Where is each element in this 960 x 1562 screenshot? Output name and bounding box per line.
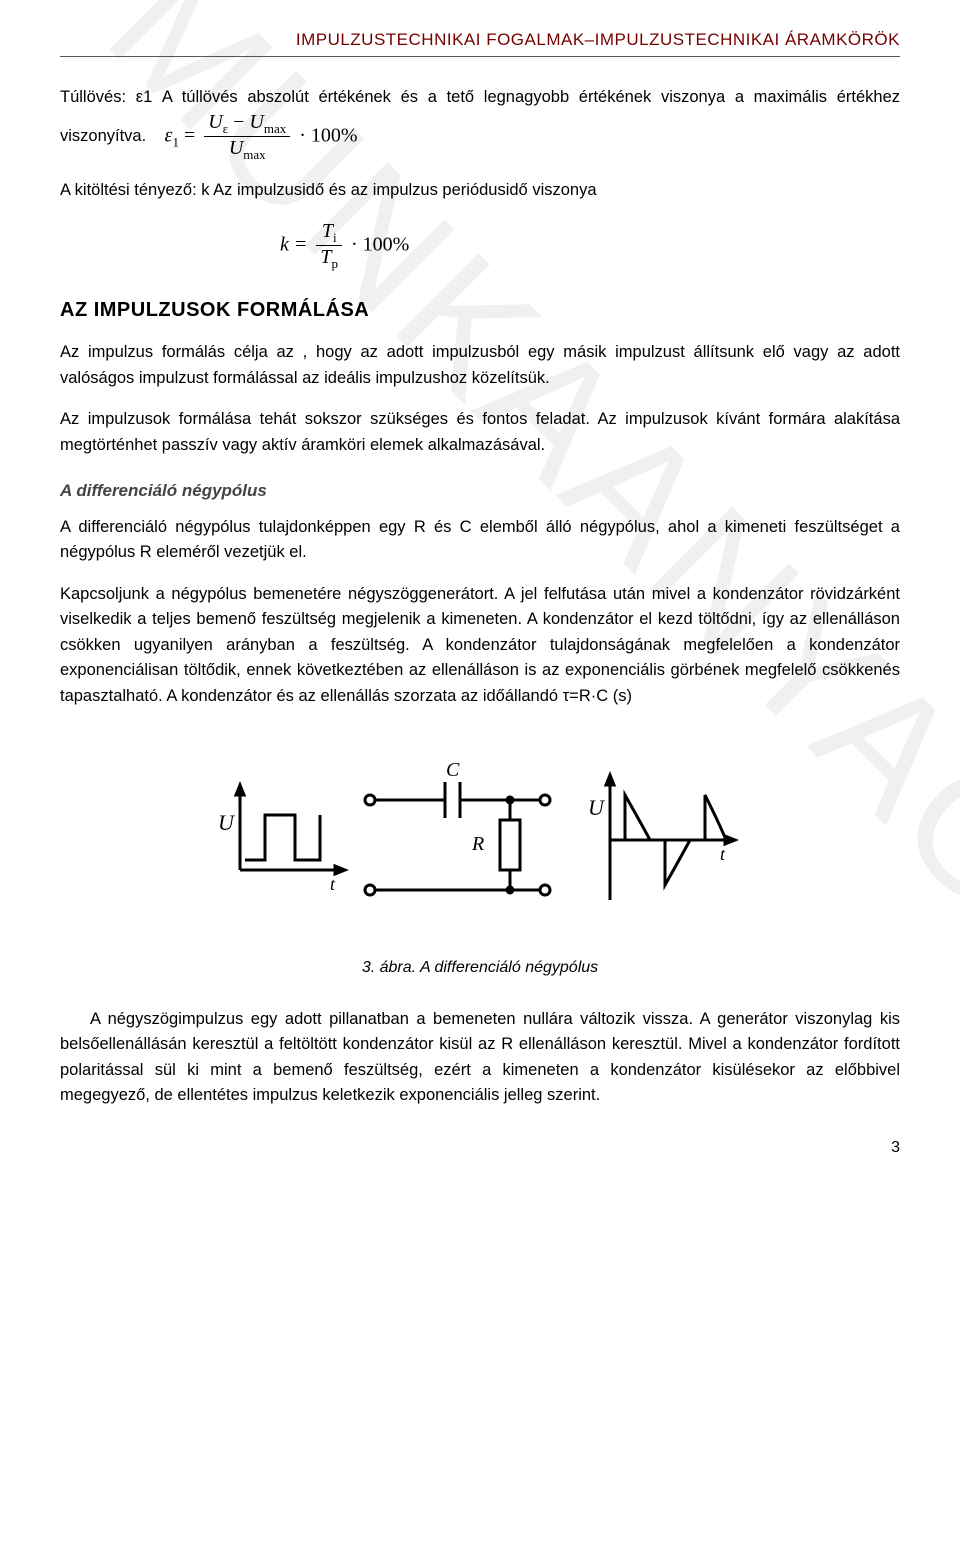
label-U-input: U [218,810,236,835]
section-heading-impulse-forming: AZ IMPULZUSOK FORMÁLÁSA [60,299,900,322]
subsection-heading-differentiator: A differenciáló négypólus [60,481,900,501]
paragraph-overshoot: Túllövés: ε1 A túllövés abszolút értékén… [60,85,900,162]
paragraph-duty-cycle: A kitöltési tényező: k Az impulzusidő és… [60,178,900,204]
running-header: IMPULZUSTECHNIKAI FOGALMAK–IMPULZUSTECHN… [60,30,900,57]
paragraph-forming-need: Az impulzusok formálása tehát sokszor sz… [60,407,900,458]
figure-caption-3: 3. ábra. A differenciáló négypólus [60,959,900,977]
label-t-output: t [720,844,726,864]
paragraph-diff-definition: A differenciáló négypólus tulajdonképpen… [60,515,900,566]
paragraph-forming-goal: Az impulzus formálás célja az , hogy az … [60,340,900,391]
label-U-output: U [588,795,606,820]
paragraph-diff-operation: Kapcsoljunk a négypólus bemenetére négys… [60,582,900,710]
figure-differentiator-circuit: U t [210,740,750,945]
formula-k: k = Ti Tp · 100% [60,220,900,272]
formula-epsilon1: ε1 = Uε − Umax Umax · 100% [165,111,358,163]
page-number: 3 [60,1139,900,1157]
label-t-input: t [330,874,336,894]
label-C: C [446,759,460,781]
paragraph-discharge: A négyszögimpulzus egy adott pillanatban… [60,1007,900,1109]
label-R: R [471,833,484,855]
